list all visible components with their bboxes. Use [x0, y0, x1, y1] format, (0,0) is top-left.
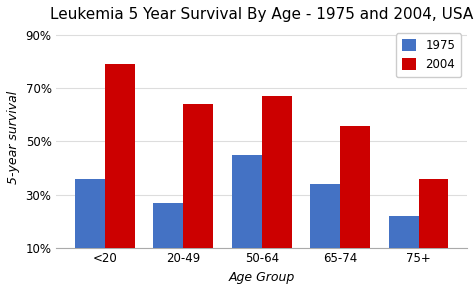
Bar: [105, 64, 135, 248]
Bar: [310, 184, 340, 248]
Bar: [154, 203, 183, 248]
Bar: [419, 179, 448, 248]
Bar: [232, 155, 262, 248]
Title: Leukemia 5 Year Survival By Age - 1975 and 2004, USA: Leukemia 5 Year Survival By Age - 1975 a…: [50, 7, 474, 22]
Bar: [389, 216, 419, 248]
X-axis label: Age Group: Age Group: [228, 271, 295, 284]
Bar: [183, 104, 213, 248]
Bar: [75, 179, 105, 248]
Y-axis label: 5-year survival: 5-year survival: [7, 91, 20, 184]
Legend: 1975, 2004: 1975, 2004: [396, 33, 461, 77]
Bar: [262, 96, 292, 248]
Bar: [340, 125, 370, 248]
